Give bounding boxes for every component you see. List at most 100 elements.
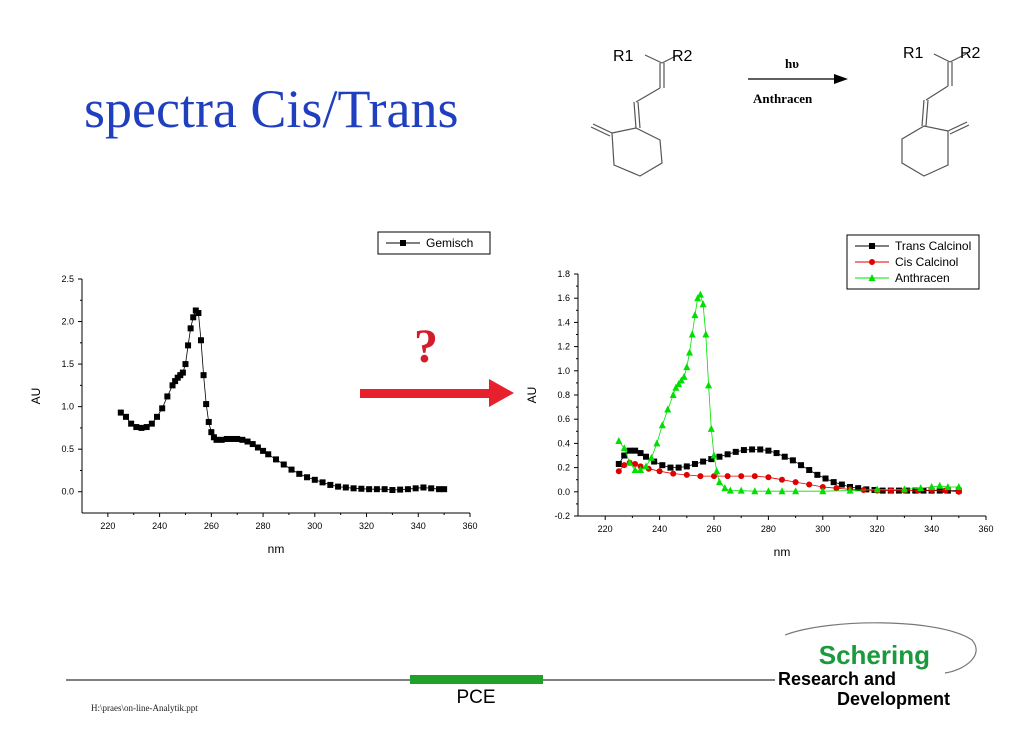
data-point [249,441,256,448]
x-tick-label: 340 [411,521,426,531]
data-point [667,464,674,471]
data-point [738,473,745,480]
data-point [223,435,230,442]
data-point [765,474,772,481]
data-point [260,447,267,454]
data-point [765,447,772,454]
data-point [670,470,677,477]
data-point [615,460,622,467]
data-point [327,481,334,488]
data-point [319,479,326,486]
reaction-condition-sensitizer: Anthracen [753,91,813,106]
data-point [626,447,633,454]
chart-gemisch-ticks: 220 240 260 280 300 320 340 360 0.0 0.5 1.0 1.5 2.0 2… [61,274,477,531]
y-tick-label: 0.8 [557,390,570,400]
data-point [696,290,704,298]
data-point [716,453,723,460]
data-point [702,330,710,338]
data-point [707,424,715,432]
data-point [154,413,161,420]
data-point [833,485,840,492]
data-point [781,453,788,460]
data-point [697,473,704,480]
data-point [642,462,650,470]
x-tick-label: 320 [359,521,374,531]
chart-gemisch-series [117,307,448,494]
legend-box [377,231,491,255]
data-point [197,337,204,344]
data-point [296,470,303,477]
footer-pce-label: PCE [456,687,495,708]
data-point [122,413,129,420]
legend-label: Cis Calcinol [895,255,958,269]
product-r2-label: R2 [960,45,981,62]
logo-line2-text: Research and [778,669,896,689]
data-point [117,409,124,416]
data-point [397,486,404,493]
legend-label: Gemisch [426,236,473,250]
footer-file-path: H:\praes\on-line-Analytik.ppt [91,703,198,713]
data-point [187,325,194,332]
data-point [350,485,357,492]
data-point [792,487,800,495]
data-point [200,372,207,379]
data-point [789,457,796,464]
data-point [751,473,758,480]
question-mark: ? [414,320,438,373]
series-line [618,293,959,492]
chart-isomers: 220 240 260 280 300 320 340 360 -0.2 0.0 0.2 0.4 0.6… [525,234,994,559]
data-point [335,483,342,490]
footer-rule [66,675,775,684]
data-point [944,482,952,490]
data-point [148,420,155,427]
data-point [311,476,318,483]
data-point [659,462,666,469]
data-point [626,458,634,466]
data-point [713,467,721,475]
data-point [928,482,936,490]
data-point [887,487,894,494]
logo-swoosh [784,622,977,674]
data-point [737,486,745,494]
data-point [751,487,759,495]
data-point [691,311,699,319]
data-point [244,438,251,445]
data-point [208,429,215,436]
data-point [830,479,837,486]
chart-gemisch-axes [81,279,470,514]
data-point [205,418,212,425]
data-point [366,486,373,493]
data-point [711,473,717,480]
data-point [683,463,690,470]
data-point [143,424,150,431]
product-structure [901,53,970,177]
data-point [441,486,448,493]
chart-gemisch-x-label: nm [268,542,285,556]
data-point [740,447,747,454]
data-point [128,420,135,427]
data-point [764,487,772,495]
x-tick-label: 260 [204,521,219,531]
data-point [724,473,731,480]
data-point [615,436,623,444]
reactant-structure [590,54,679,177]
data-point [792,479,799,486]
y-tick-label: 2.5 [61,274,74,284]
data-point [846,486,854,494]
data-point [675,464,682,471]
x-tick-label: 320 [870,524,885,534]
y-tick-label: -0.2 [554,511,570,521]
data-point [900,485,908,493]
data-point [683,471,690,478]
data-point [172,378,179,385]
y-tick-label: 1.2 [557,342,570,352]
data-point [749,446,756,453]
data-point [133,424,140,431]
data-point [936,481,944,489]
data-point [917,484,925,492]
data-point [273,456,279,463]
data-point [195,310,202,317]
data-point [691,460,698,467]
y-tick-label: 0.5 [61,444,74,454]
